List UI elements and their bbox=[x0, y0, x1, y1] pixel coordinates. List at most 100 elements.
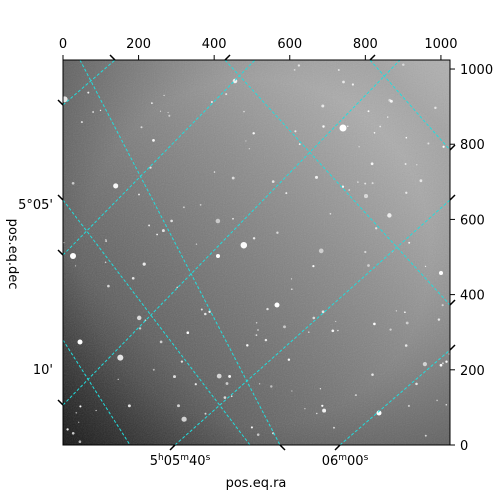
grid-line bbox=[174, 199, 450, 445]
star-point bbox=[445, 404, 448, 406]
top-pixel-axis: 0 200 400 600 800 1000 bbox=[59, 37, 457, 60]
star-point bbox=[231, 176, 235, 180]
y-axis-label: pos.eq.dec bbox=[5, 219, 20, 290]
grid-line bbox=[339, 349, 450, 445]
frame-tick bbox=[57, 249, 64, 256]
grid-line bbox=[63, 60, 256, 256]
frame-tick bbox=[449, 344, 456, 351]
star-point bbox=[331, 329, 335, 333]
star-point bbox=[258, 383, 261, 385]
star-point bbox=[351, 83, 355, 86]
grid-line bbox=[63, 199, 251, 445]
star-point bbox=[63, 96, 68, 103]
star-point bbox=[297, 64, 301, 67]
star-point bbox=[113, 183, 119, 189]
star-point bbox=[92, 111, 94, 113]
star-point bbox=[290, 288, 293, 291]
frame-tick bbox=[57, 194, 64, 201]
right-tick-label: 200 bbox=[460, 364, 485, 379]
star-point bbox=[322, 125, 325, 128]
plot-area bbox=[63, 60, 450, 445]
star-point bbox=[78, 440, 82, 444]
star-point bbox=[415, 382, 418, 386]
star-point bbox=[225, 382, 229, 385]
bright-star bbox=[77, 339, 83, 345]
star-point bbox=[375, 227, 378, 230]
star-point bbox=[215, 218, 221, 224]
star-point bbox=[107, 284, 110, 288]
star-point bbox=[117, 354, 124, 361]
star-point bbox=[371, 373, 374, 376]
sky-image-vignette bbox=[63, 60, 450, 445]
grid-line bbox=[63, 60, 401, 406]
frame-tick bbox=[449, 194, 456, 201]
star-point bbox=[243, 110, 245, 113]
star-point bbox=[276, 231, 279, 234]
star-point bbox=[136, 315, 142, 321]
dec-tick-label-2: 10' bbox=[33, 363, 53, 378]
grid-line bbox=[224, 60, 450, 306]
star-point bbox=[216, 373, 222, 379]
star-point bbox=[151, 102, 153, 104]
top-tick-label: 600 bbox=[277, 37, 302, 52]
star-point bbox=[367, 110, 370, 113]
star-point bbox=[250, 426, 253, 429]
grid-line bbox=[63, 60, 116, 106]
coordinate-grid bbox=[63, 60, 450, 445]
star-point bbox=[370, 162, 374, 166]
star-point bbox=[342, 80, 345, 84]
top-tick-label: 400 bbox=[202, 37, 227, 52]
star-point bbox=[159, 110, 162, 112]
star-point bbox=[225, 93, 228, 96]
star-point bbox=[223, 396, 227, 399]
star-point bbox=[152, 139, 155, 142]
ra-tick-label-1: 5h05m40s bbox=[150, 453, 211, 469]
world-coordinate-frame-ticks bbox=[57, 54, 456, 451]
star-point bbox=[304, 408, 306, 410]
star-point bbox=[287, 358, 291, 361]
star-point bbox=[246, 344, 249, 347]
star-point bbox=[163, 94, 165, 97]
star-point bbox=[245, 140, 247, 142]
star-point bbox=[387, 213, 392, 218]
star-point bbox=[315, 175, 318, 179]
bright-star bbox=[70, 253, 76, 259]
star-point bbox=[80, 121, 83, 124]
star-point bbox=[367, 264, 370, 267]
star-point bbox=[441, 304, 444, 307]
star-point bbox=[427, 142, 430, 145]
bright-star bbox=[216, 254, 220, 258]
star-point bbox=[71, 431, 75, 435]
star-point bbox=[437, 318, 441, 321]
star-point bbox=[312, 316, 316, 320]
top-tick-label: 0 bbox=[59, 37, 67, 52]
star-point bbox=[204, 312, 207, 316]
star-point bbox=[434, 106, 437, 110]
star-point bbox=[71, 181, 75, 185]
star-point bbox=[298, 143, 301, 145]
star-point bbox=[354, 394, 357, 397]
star-point bbox=[79, 405, 82, 408]
frame-tick bbox=[57, 399, 64, 406]
star-point bbox=[131, 276, 135, 280]
star-point bbox=[348, 189, 350, 191]
star-point bbox=[194, 383, 197, 386]
star-point bbox=[152, 368, 155, 371]
star-point bbox=[228, 374, 232, 378]
bright-star bbox=[439, 271, 443, 275]
star-point bbox=[240, 241, 248, 249]
star-point bbox=[255, 322, 258, 324]
star-point bbox=[373, 322, 376, 326]
star-point bbox=[294, 130, 297, 133]
right-tick-label: 600 bbox=[460, 213, 485, 228]
frame-tick bbox=[449, 299, 456, 306]
star-point bbox=[321, 404, 324, 407]
star-point bbox=[180, 360, 184, 363]
star-point bbox=[149, 166, 152, 169]
star-point bbox=[389, 328, 392, 331]
star-point bbox=[404, 311, 406, 314]
star-point bbox=[95, 409, 97, 412]
star-point bbox=[439, 363, 443, 367]
star-point bbox=[319, 388, 322, 390]
star-point bbox=[271, 180, 275, 183]
